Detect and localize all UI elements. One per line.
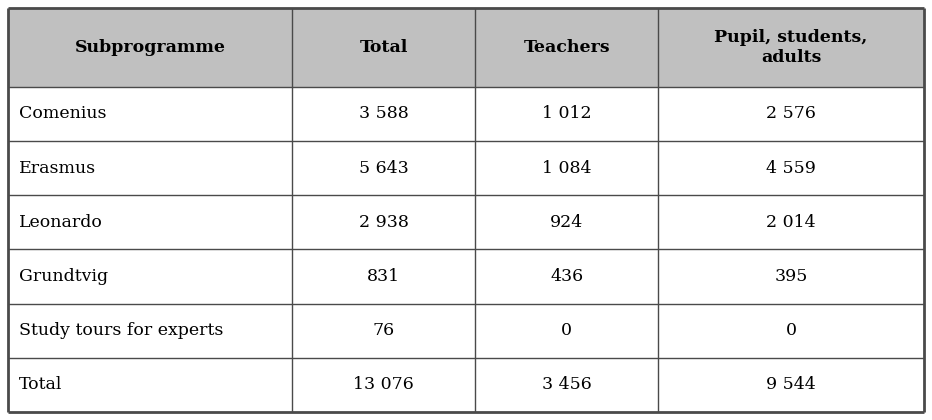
Text: 3 456: 3 456 xyxy=(541,376,592,394)
Text: 0: 0 xyxy=(561,322,572,339)
Text: Total: Total xyxy=(360,39,407,56)
Text: 13 076: 13 076 xyxy=(353,376,414,394)
Text: 5 643: 5 643 xyxy=(359,160,408,176)
Text: 395: 395 xyxy=(774,268,808,285)
Text: 2 014: 2 014 xyxy=(766,214,816,231)
Text: 2 576: 2 576 xyxy=(766,105,816,122)
Text: 924: 924 xyxy=(550,214,583,231)
Text: 1 012: 1 012 xyxy=(541,105,592,122)
Text: 436: 436 xyxy=(550,268,583,285)
Text: Pupil, students,
adults: Pupil, students, adults xyxy=(715,29,868,66)
Text: 4 559: 4 559 xyxy=(766,160,816,176)
Text: 76: 76 xyxy=(373,322,394,339)
Text: Study tours for experts: Study tours for experts xyxy=(20,322,224,339)
Text: 0: 0 xyxy=(786,322,797,339)
Text: 1 084: 1 084 xyxy=(542,160,592,176)
Text: Total: Total xyxy=(20,376,62,394)
Text: Grundtvig: Grundtvig xyxy=(20,268,108,285)
Text: 2 938: 2 938 xyxy=(359,214,408,231)
Text: Erasmus: Erasmus xyxy=(20,160,96,176)
Text: Leonardo: Leonardo xyxy=(20,214,103,231)
Text: Subprogramme: Subprogramme xyxy=(75,39,226,56)
Text: 831: 831 xyxy=(367,268,400,285)
Text: 3 588: 3 588 xyxy=(359,105,408,122)
Text: Comenius: Comenius xyxy=(20,105,106,122)
Text: 9 544: 9 544 xyxy=(766,376,816,394)
Text: Teachers: Teachers xyxy=(524,39,610,56)
